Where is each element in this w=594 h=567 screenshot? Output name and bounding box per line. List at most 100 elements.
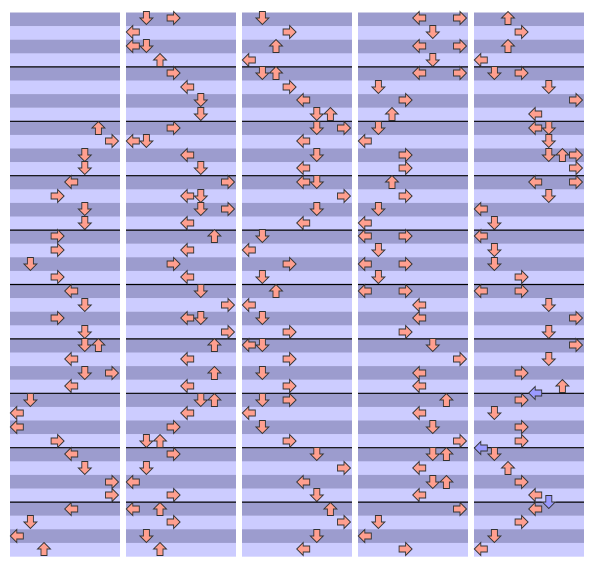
stripe <box>358 148 468 163</box>
stripe <box>358 230 468 244</box>
stripe <box>474 434 584 448</box>
stripe <box>474 257 584 272</box>
stripe <box>242 502 352 516</box>
stripe <box>242 434 352 448</box>
stripe <box>474 189 584 204</box>
stripe <box>474 216 584 231</box>
stripe <box>126 502 236 516</box>
stripe <box>474 311 584 326</box>
stripe <box>474 406 584 421</box>
stripe <box>358 216 468 231</box>
stripe <box>126 542 236 557</box>
stripe <box>474 284 584 299</box>
stripe <box>126 529 236 544</box>
stripe <box>474 474 584 489</box>
stripe <box>10 311 120 326</box>
stripe <box>10 434 120 448</box>
stripe <box>10 338 120 353</box>
stripe <box>10 230 120 244</box>
stripe <box>242 26 352 40</box>
stripe <box>474 94 584 108</box>
stripe <box>10 107 120 122</box>
stripe <box>10 243 120 258</box>
stripe <box>10 12 120 27</box>
stripe <box>10 406 120 421</box>
stripe <box>10 66 120 81</box>
stripe <box>10 121 120 136</box>
stripe <box>358 189 468 204</box>
stripe <box>126 26 236 40</box>
stripe <box>126 474 236 489</box>
stripe <box>358 175 468 190</box>
stripe <box>242 243 352 258</box>
stripe <box>242 461 352 476</box>
stripe <box>358 338 468 353</box>
stripe <box>474 461 584 476</box>
stripe <box>358 202 468 217</box>
stripe <box>242 420 352 435</box>
stripe <box>10 94 120 108</box>
stripe <box>242 121 352 136</box>
stripe <box>474 148 584 163</box>
stripe <box>10 26 120 40</box>
stripe <box>126 12 236 27</box>
stripe <box>126 461 236 476</box>
stripe <box>358 12 468 27</box>
stripe <box>474 230 584 244</box>
stripe <box>242 284 352 299</box>
stripe <box>242 53 352 68</box>
stripe <box>126 66 236 81</box>
stripe <box>242 162 352 176</box>
stripe <box>126 107 236 122</box>
stripe <box>474 162 584 176</box>
stripe <box>126 447 236 462</box>
stripe <box>126 434 236 448</box>
stripe <box>358 542 468 557</box>
stripe <box>242 230 352 244</box>
stripe <box>242 515 352 530</box>
stripe <box>10 515 120 530</box>
stripe <box>474 243 584 258</box>
stripe <box>126 175 236 190</box>
stripe <box>358 257 468 272</box>
stripe <box>10 542 120 557</box>
stripe <box>242 352 352 367</box>
stripe <box>474 270 584 285</box>
stripe <box>358 284 468 299</box>
stripe <box>126 284 236 299</box>
stripe <box>10 162 120 176</box>
stripe <box>126 515 236 530</box>
stripe <box>242 148 352 163</box>
stripe <box>242 338 352 353</box>
stripe <box>358 94 468 108</box>
stripe <box>10 393 120 408</box>
stripe <box>474 542 584 557</box>
stripe <box>10 257 120 272</box>
stripe <box>10 216 120 231</box>
stripe <box>126 366 236 380</box>
stripe <box>126 39 236 54</box>
stripe <box>126 162 236 176</box>
stripe <box>474 12 584 27</box>
stripe <box>358 26 468 40</box>
stripe <box>358 447 468 462</box>
stripe <box>10 529 120 544</box>
stripe <box>358 162 468 176</box>
stripe <box>10 298 120 312</box>
stripe <box>358 121 468 136</box>
stripe <box>126 121 236 136</box>
stripe <box>474 80 584 95</box>
stripe <box>358 53 468 68</box>
stripe <box>242 202 352 217</box>
stripe <box>242 12 352 27</box>
stripe <box>358 502 468 516</box>
stripe <box>358 434 468 448</box>
stripe <box>358 243 468 258</box>
stripe <box>10 270 120 285</box>
stripe <box>242 94 352 108</box>
stripe <box>474 366 584 380</box>
stripe <box>474 202 584 217</box>
stripe <box>358 515 468 530</box>
